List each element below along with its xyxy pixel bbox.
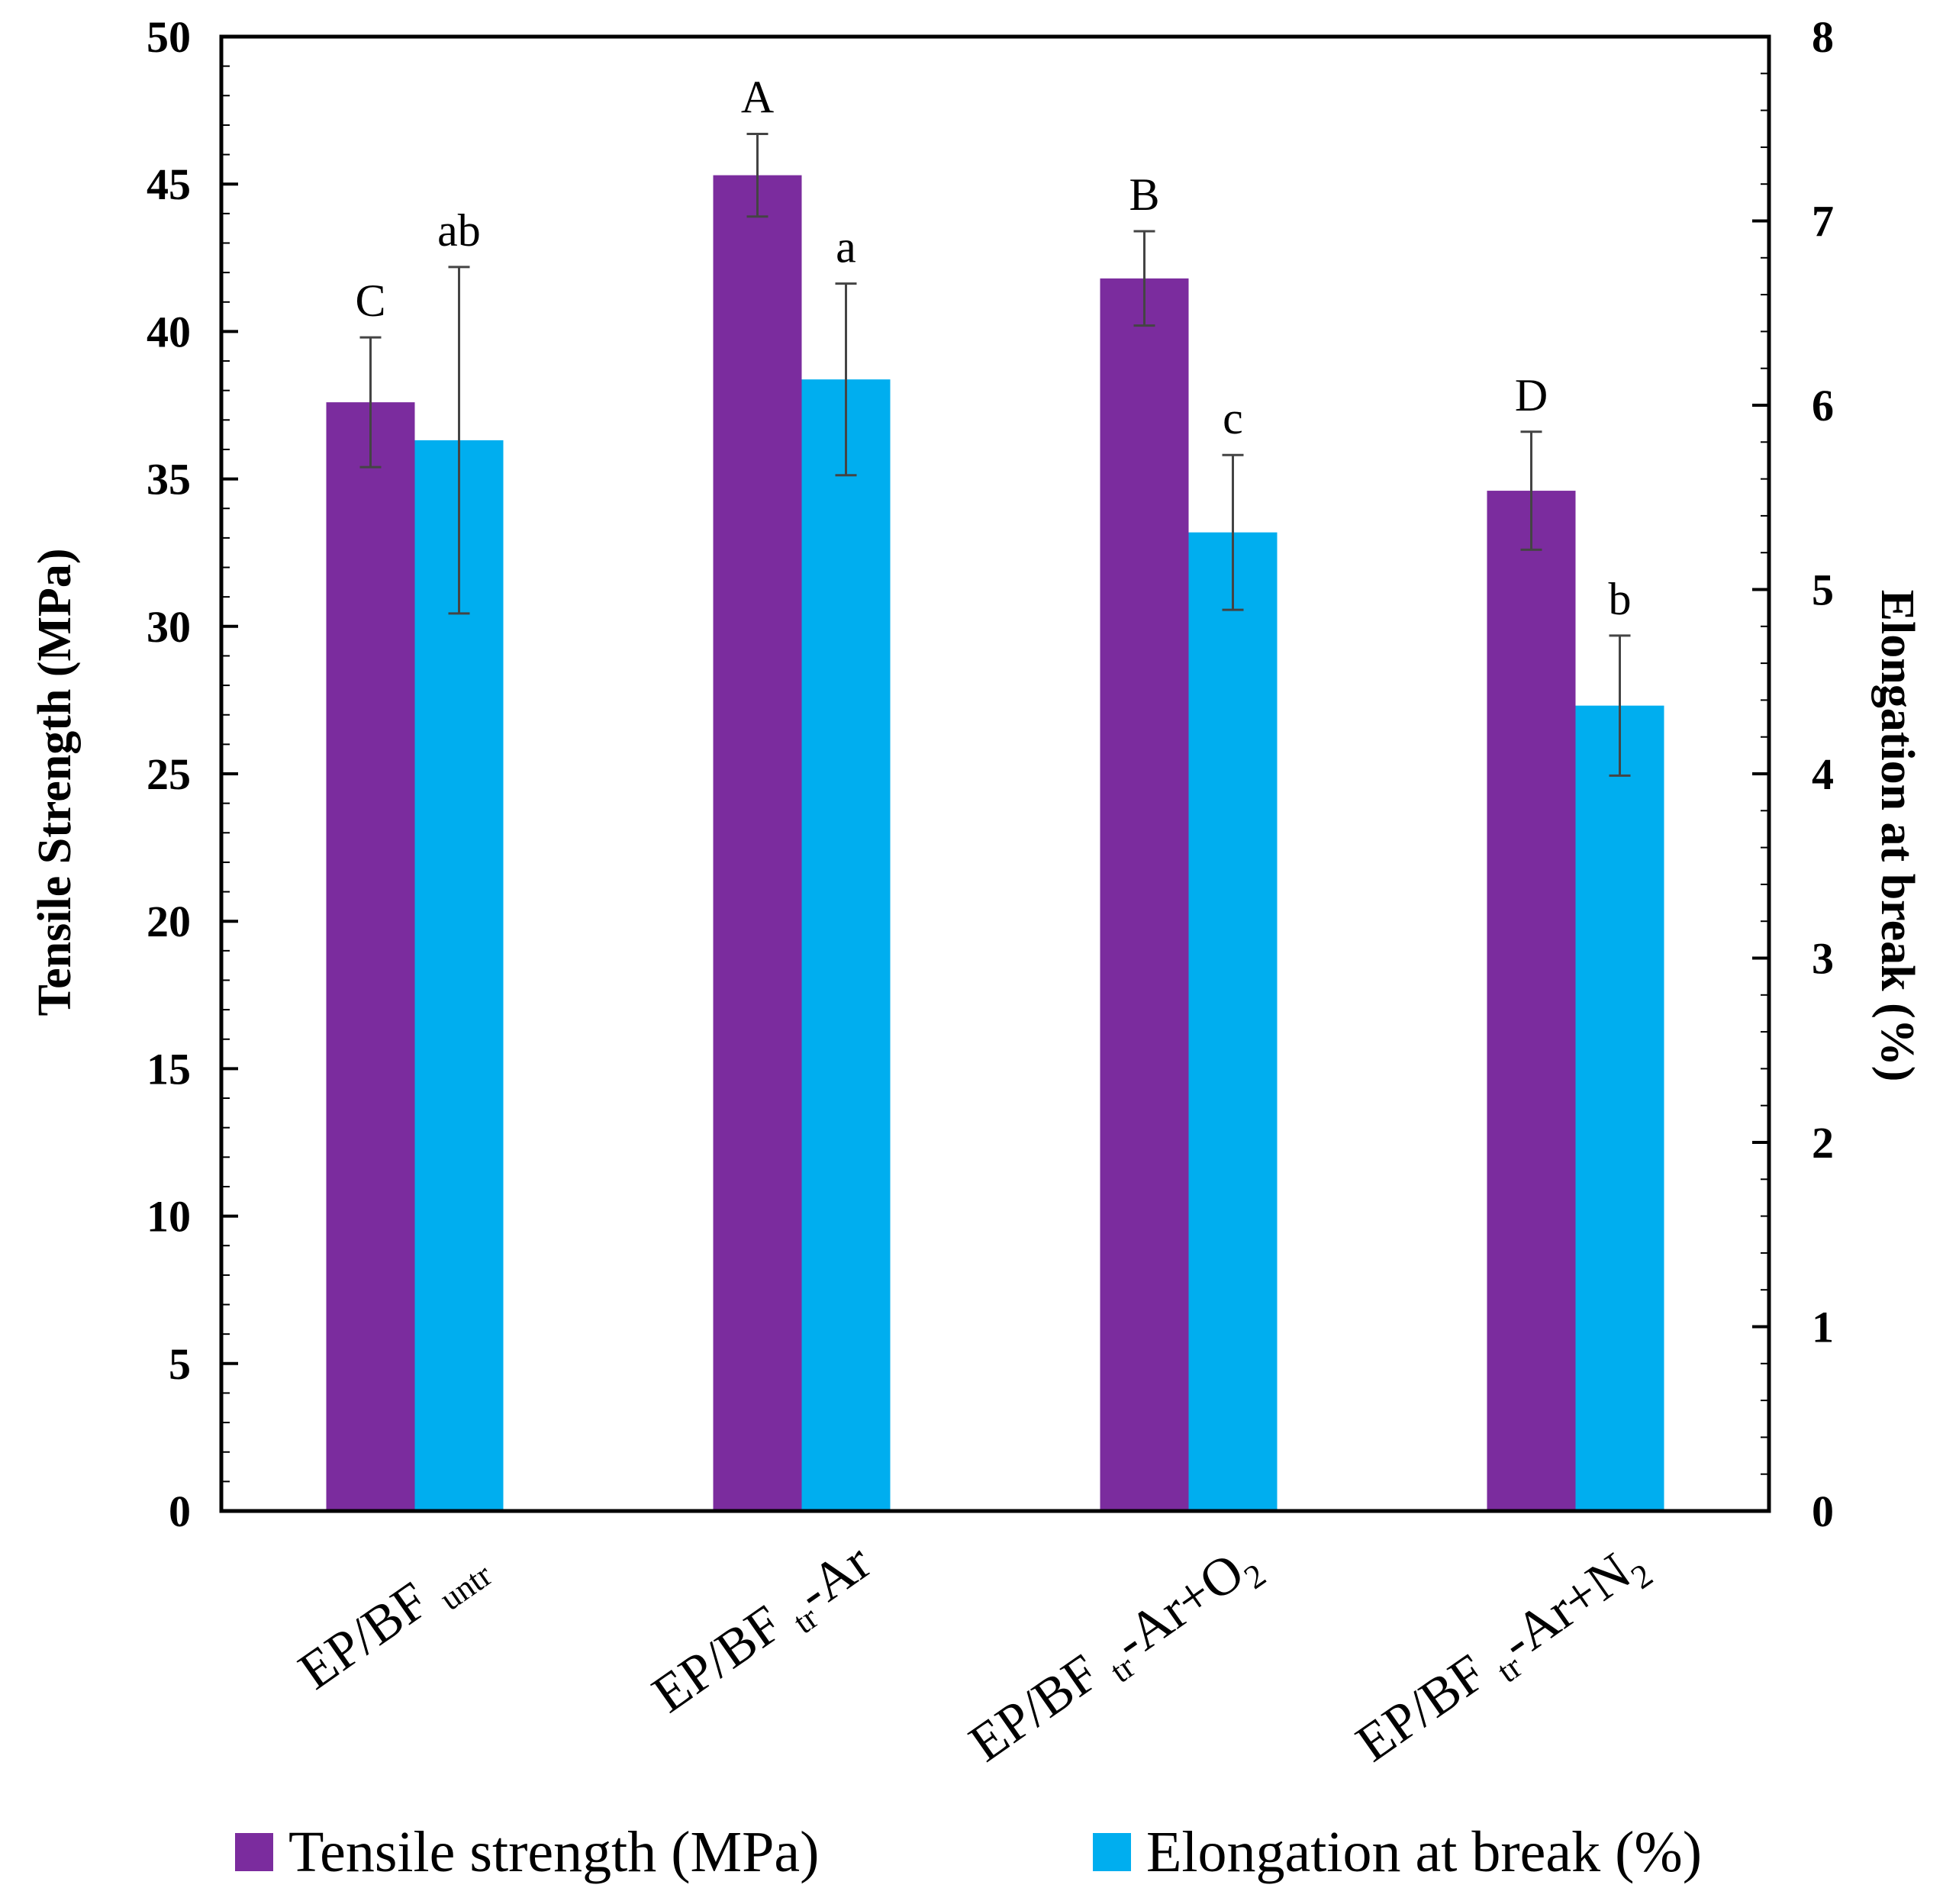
significance-letter-elongation-3: b (1609, 574, 1632, 624)
bar-tensile-3 (1487, 491, 1576, 1511)
legend-swatch-tensile (235, 1833, 273, 1871)
significance-letter-tensile-3: D (1515, 370, 1548, 420)
y2-tick-label-4: 4 (1812, 749, 1834, 799)
y-tick-label-15: 15 (147, 1044, 191, 1094)
y-axis-title: Tensile Strength (MPa) (29, 548, 81, 1016)
y-tick-label-25: 25 (147, 749, 191, 799)
bar-tensile-2 (1100, 278, 1189, 1511)
bar-elongation-2 (1188, 532, 1278, 1511)
y-tick-label-50: 50 (147, 12, 191, 62)
y-tick-label-45: 45 (147, 159, 191, 209)
y2-tick-label-8: 8 (1812, 12, 1834, 62)
category-labels-layer: EP/BF untr EP/BF tr-Ar EP/BF tr-Ar+O2 EP/BF… (288, 1532, 1660, 1780)
y2-tick-label-7: 7 (1812, 197, 1834, 246)
y2-tick-label-0: 0 (1812, 1487, 1834, 1536)
y2-tick-label-6: 6 (1812, 381, 1834, 430)
y2-tick-label-2: 2 (1812, 1118, 1834, 1168)
legend-swatch-elongation (1093, 1833, 1131, 1871)
bar-elongation-3 (1575, 705, 1664, 1511)
y2-axis-title: Elongation at break (%) (1871, 590, 1923, 1082)
y2-tick-label-1: 1 (1812, 1303, 1834, 1352)
error-bars-layer (359, 133, 1631, 777)
y-tick-label-20: 20 (147, 897, 191, 946)
bar-tensile-1 (713, 175, 802, 1511)
significance-letter-elongation-0: ab (437, 205, 481, 256)
category-label-2: EP/BF tr-Ar+O2 (959, 1532, 1273, 1780)
legend: Tensile strength (MPa) Elongation at bre… (235, 1820, 1702, 1884)
significance-letter-tensile-0: C (355, 275, 385, 326)
y-tick-label-5: 5 (169, 1339, 191, 1389)
y-tick-label-35: 35 (147, 455, 191, 504)
y-tick-label-0: 0 (169, 1487, 191, 1536)
y2-tick-label-5: 5 (1812, 565, 1834, 615)
bar-elongation-0 (414, 440, 504, 1511)
bar-elongation-1 (801, 379, 891, 1512)
legend-label-elongation: Elongation at break (%) (1146, 1820, 1702, 1884)
category-label-1: EP/BF tr-Ar (643, 1532, 886, 1731)
legend-label-tensile: Tensile strength (MPa) (288, 1820, 819, 1884)
significance-letter-tensile-2: B (1129, 169, 1159, 220)
bar-tensile-0 (326, 402, 415, 1511)
significance-letter-elongation-2: c (1223, 393, 1243, 443)
significance-letters-layer: C A B Dab a c b (355, 72, 1631, 624)
significance-letter-tensile-1: A (741, 72, 774, 123)
category-label-3: EP/BF tr-Ar+N2 (1346, 1532, 1660, 1780)
significance-letter-elongation-1: a (836, 222, 856, 272)
y-tick-label-30: 30 (147, 602, 191, 652)
category-label-0: EP/BF untr (288, 1532, 499, 1707)
y2-tick-label-3: 3 (1812, 934, 1834, 984)
bars-layer (326, 175, 1664, 1512)
y-tick-label-40: 40 (147, 307, 191, 356)
y-tick-label-10: 10 (147, 1192, 191, 1242)
